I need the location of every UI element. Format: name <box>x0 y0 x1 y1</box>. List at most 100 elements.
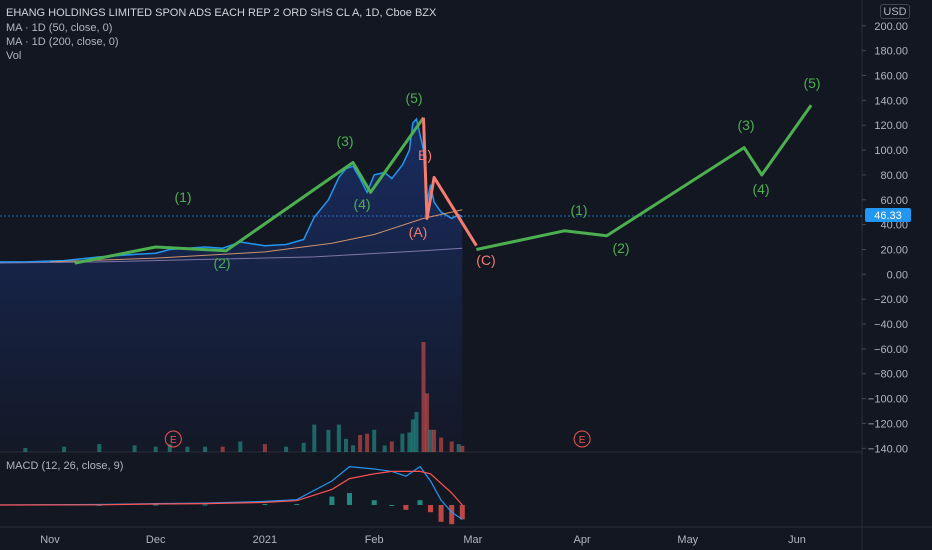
volume-bar <box>132 445 137 452</box>
price-tick-label: −60.00 <box>874 344 908 356</box>
price-tick-label: 80.00 <box>880 170 908 182</box>
wave-label: (4) <box>353 196 370 212</box>
macd-histogram-bar <box>417 500 423 505</box>
wave-label: B) <box>418 147 432 163</box>
wave-label: (4) <box>752 181 769 197</box>
macd-histogram-bar <box>153 504 159 506</box>
macd-histogram-bar <box>438 505 444 522</box>
ma200-legend[interactable]: MA · 1D (200, close, 0) <box>6 36 119 48</box>
price-tick-label: −100.00 <box>868 394 908 406</box>
macd-histogram-bar <box>428 505 433 513</box>
volume-bar <box>167 444 172 452</box>
volume-bar <box>238 441 243 452</box>
volume-bar <box>351 445 355 452</box>
wave-label: (5) <box>803 75 820 91</box>
volume-bar <box>421 342 426 452</box>
macd-histogram-bar <box>294 504 300 505</box>
price-tick-label: −120.00 <box>868 418 908 430</box>
macd-histogram-bar <box>329 496 335 505</box>
volume-bar <box>410 419 415 452</box>
volume-bar <box>284 446 289 452</box>
price-tick-label: −20.00 <box>874 294 908 306</box>
volume-bar <box>336 424 341 452</box>
price-tick-label: 140.00 <box>874 95 908 107</box>
symbol-title[interactable]: EHANG HOLDINGS LIMITED SPON ADS EACH REP… <box>6 7 437 19</box>
price-tick-label: −140.00 <box>868 443 908 455</box>
time-axis-label: Dec <box>146 534 166 546</box>
earnings-marker-label: E <box>170 435 177 446</box>
volume-bar <box>428 429 433 452</box>
volume-bar <box>23 448 28 452</box>
volume-bar <box>439 437 444 452</box>
ma50-line <box>49 209 463 263</box>
wave-label: (1) <box>570 202 587 218</box>
volume-bar <box>312 424 317 452</box>
wave-label: (2) <box>213 255 230 271</box>
volume-bar <box>365 433 370 452</box>
volume-bar <box>358 435 363 452</box>
macd-line <box>0 465 463 520</box>
time-axis-label: 2021 <box>253 534 277 546</box>
last-price-label: 46.33 <box>874 210 902 222</box>
macd-histogram-bar <box>459 505 465 520</box>
volume-bar <box>344 438 348 452</box>
earnings-marker[interactable] <box>573 430 591 448</box>
currency-button[interactable]: USD <box>880 4 910 19</box>
macd-histogram-bar <box>449 505 455 525</box>
price-tick-label: 40.00 <box>880 220 908 232</box>
volume-legend[interactable]: Vol <box>6 50 22 62</box>
wave-label: (3) <box>737 117 754 133</box>
volume-bar <box>220 446 225 452</box>
volume-bar <box>382 445 387 452</box>
price-tick-label: −80.00 <box>874 369 908 381</box>
volume-bar <box>97 444 102 452</box>
volume-bar <box>407 432 412 452</box>
wave-label: (1) <box>174 189 191 205</box>
price-area <box>0 119 463 452</box>
volume-bar <box>203 446 207 452</box>
macd-histogram-bar <box>262 504 268 505</box>
time-axis-label: Mar <box>463 534 482 546</box>
projected-impulse-wave[interactable] <box>476 104 813 251</box>
volume-bar <box>262 444 267 452</box>
earnings-marker[interactable] <box>164 430 182 448</box>
volume-bar <box>301 442 306 452</box>
volume-bar <box>425 393 429 452</box>
volume-bar <box>389 441 394 452</box>
volume-bar <box>400 433 405 452</box>
signal-line <box>0 470 463 506</box>
volume-bar <box>449 441 454 452</box>
wave-label: (C) <box>476 252 495 268</box>
time-axis-label: Jun <box>788 534 806 546</box>
volume-bar <box>432 429 437 452</box>
macd-histogram-bar <box>371 500 377 505</box>
price-tick-label: 120.00 <box>874 120 908 132</box>
macd-histogram-bar <box>403 505 409 510</box>
price-tick-label: 20.00 <box>880 245 908 257</box>
wave-label: (2) <box>612 240 629 256</box>
volume-bar <box>414 412 419 452</box>
macd-legend[interactable]: MACD (12, 26, close, 9) <box>6 460 124 472</box>
last-price-tag <box>865 208 911 222</box>
impulse-wave[interactable] <box>74 116 425 265</box>
price-tick-label: 160.00 <box>874 71 908 83</box>
volume-bar <box>153 446 158 452</box>
macd-histogram-bar <box>347 493 352 505</box>
volume-bar <box>185 446 190 452</box>
volume-bar <box>456 444 461 452</box>
volume-bar <box>326 429 331 452</box>
time-axis-label: Apr <box>574 534 591 546</box>
ma50-legend[interactable]: MA · 1D (50, close, 0) <box>6 22 113 34</box>
volume-bar <box>62 446 67 452</box>
correction-wave[interactable] <box>422 117 478 247</box>
wave-label: (A) <box>409 224 428 240</box>
wave-label: (3) <box>336 133 353 149</box>
time-axis-label: Feb <box>365 534 384 546</box>
volume-bar <box>372 429 377 452</box>
price-tick-label: 0.00 <box>887 269 908 281</box>
time-axis-label: Nov <box>40 534 60 546</box>
macd-histogram-bar <box>202 504 208 506</box>
time-axis-label: May <box>677 534 698 546</box>
